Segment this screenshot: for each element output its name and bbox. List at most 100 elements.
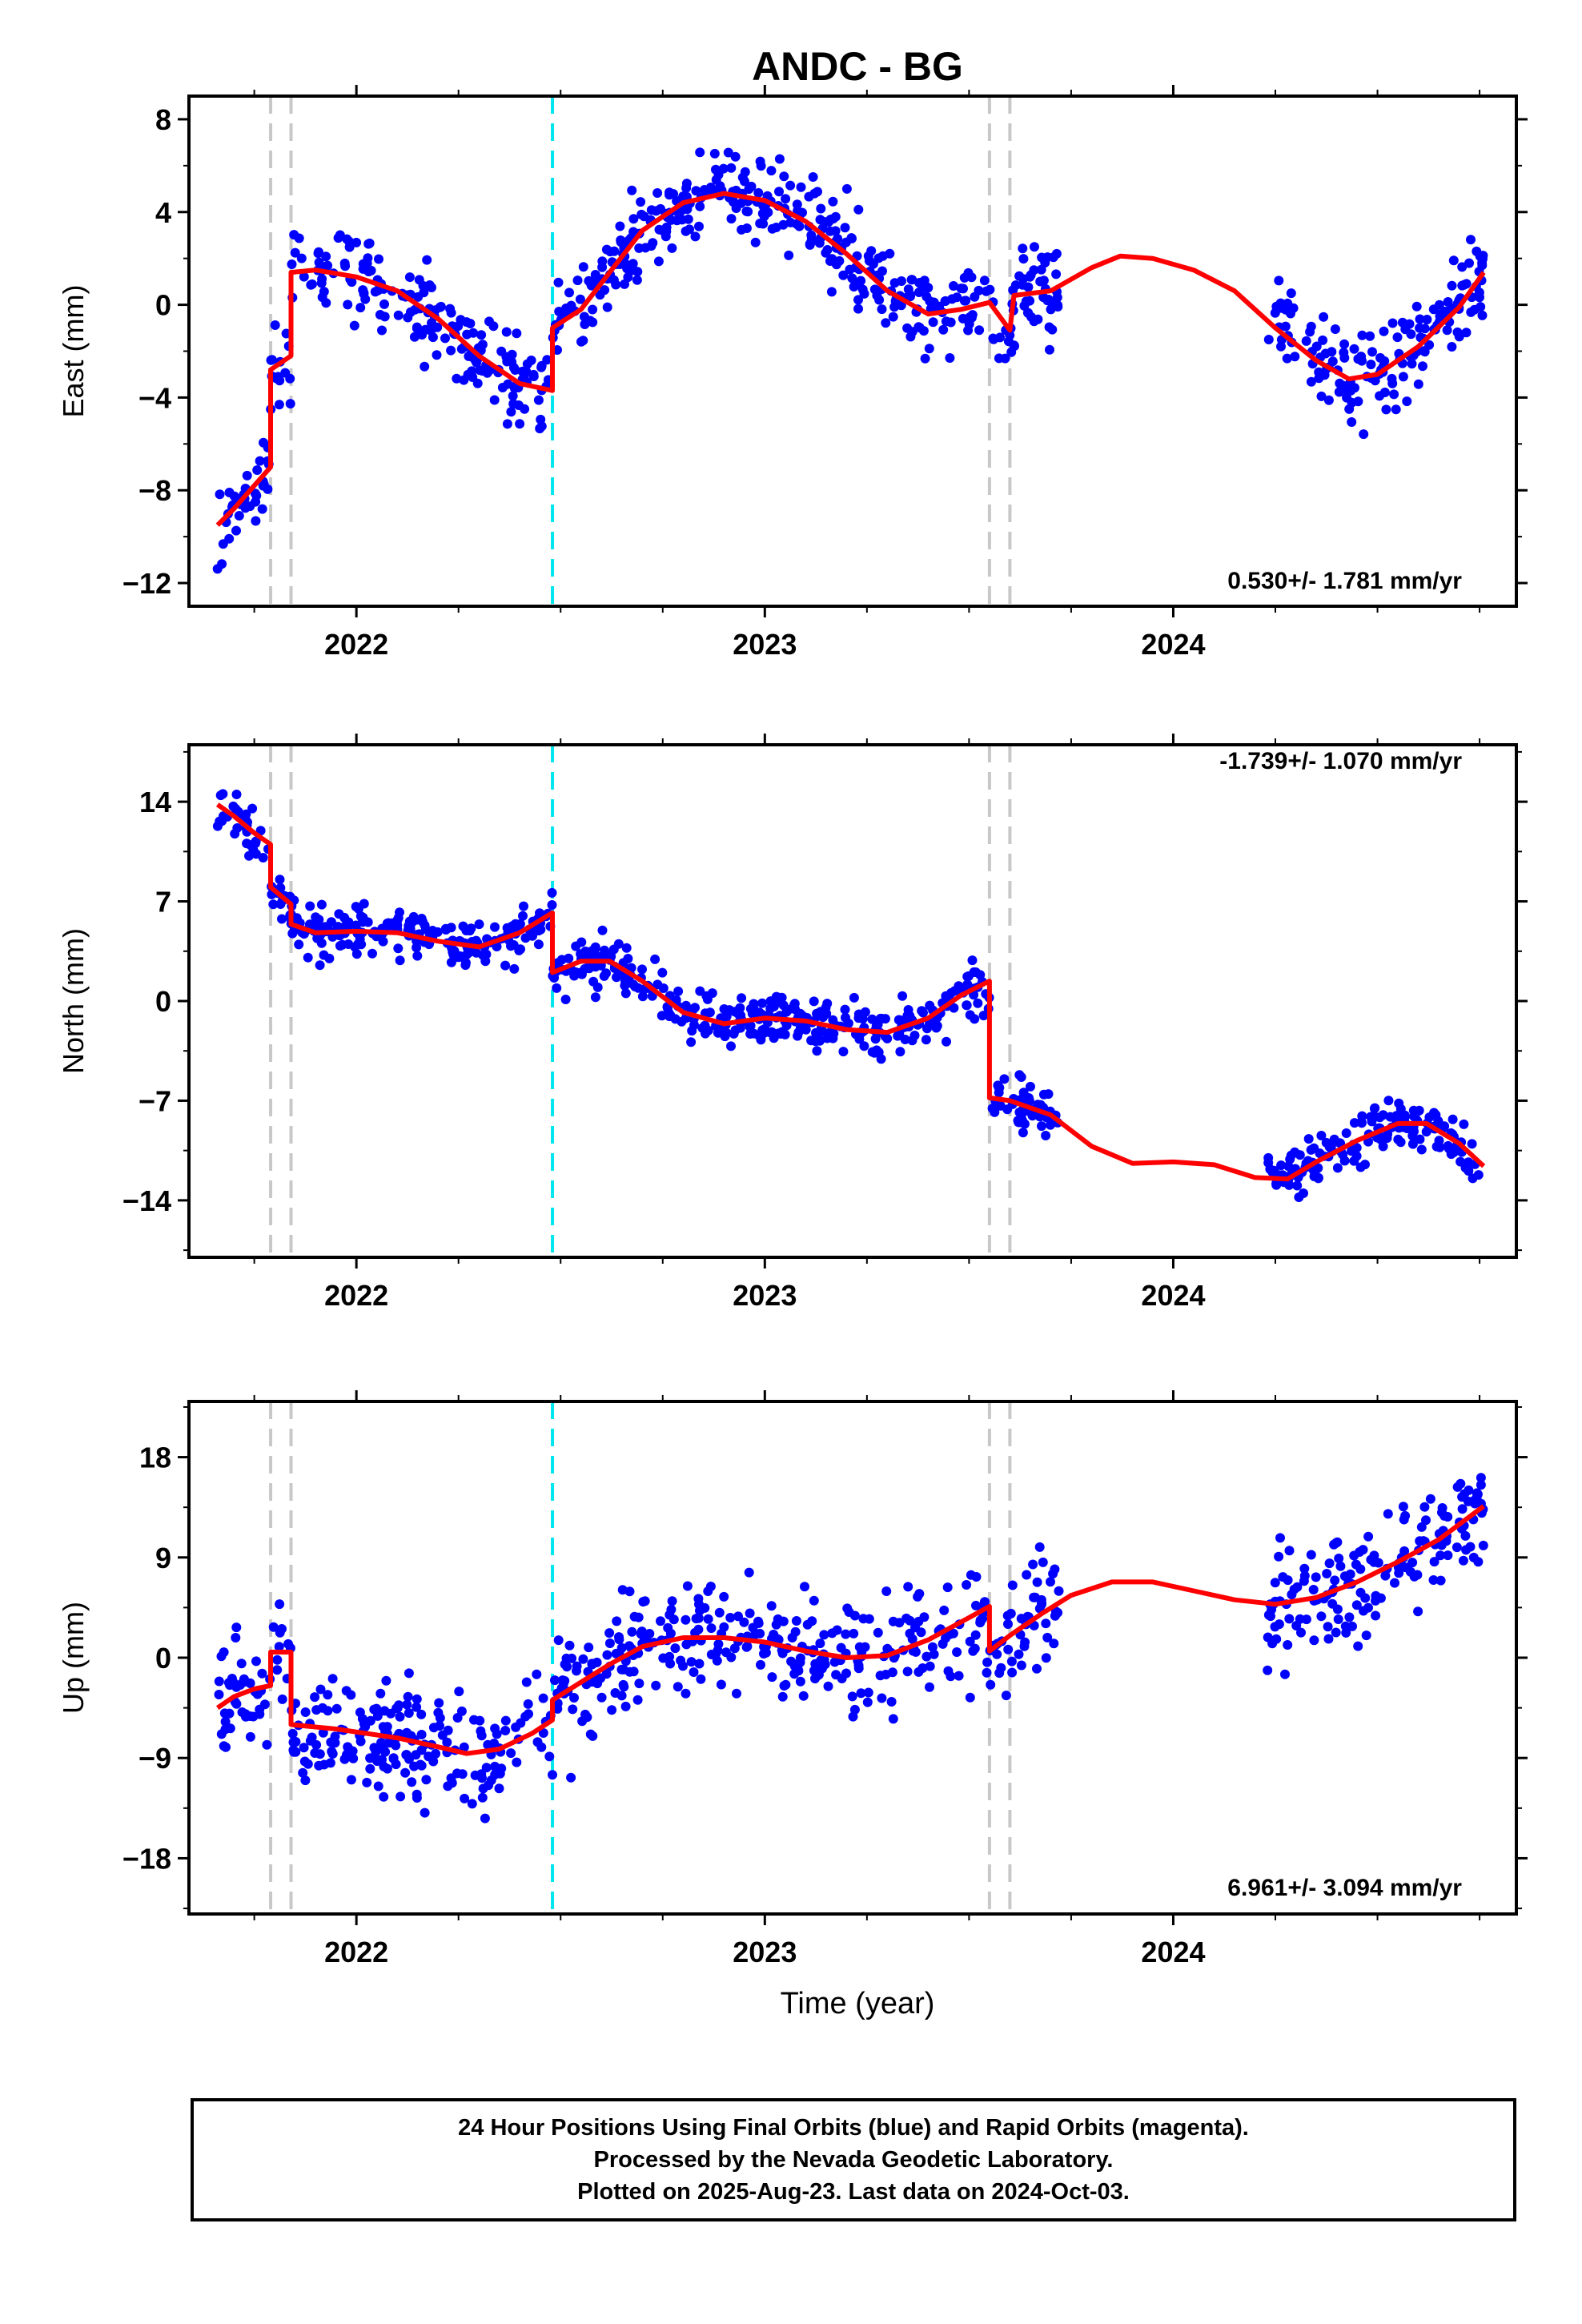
- data-point: [980, 1597, 990, 1607]
- data-point: [959, 296, 970, 306]
- data-point: [1007, 1667, 1018, 1678]
- data-point: [402, 1699, 412, 1710]
- data-point: [572, 1666, 581, 1676]
- data-point: [331, 1703, 342, 1714]
- data-point: [252, 465, 263, 475]
- data-point: [949, 281, 958, 291]
- panel-up: 18 9 0 −9 −18 2022 2023 2024 Up (mm) 6.961+/- 3.0…: [57, 1390, 1528, 1968]
- data-point: [287, 259, 297, 269]
- data-point: [1330, 1575, 1340, 1586]
- data-point: [1437, 1503, 1447, 1513]
- data-point: [1342, 392, 1352, 403]
- x-tick-label: 2024: [1141, 628, 1205, 661]
- data-point: [319, 950, 329, 960]
- data-point: [1449, 1147, 1459, 1157]
- data-point: [228, 801, 239, 811]
- data-point: [224, 533, 235, 544]
- data-point: [277, 1624, 287, 1634]
- data-point: [829, 1657, 840, 1667]
- data-point: [468, 372, 478, 382]
- data-point: [1341, 1128, 1351, 1138]
- data-point: [990, 1107, 1000, 1117]
- data-point: [241, 1711, 251, 1722]
- data-point: [230, 829, 240, 839]
- data-point: [395, 907, 404, 918]
- data-point: [1029, 1592, 1039, 1602]
- data-point: [602, 1650, 612, 1660]
- data-point: [416, 1745, 427, 1755]
- data-point: [564, 287, 574, 298]
- data-point: [587, 1659, 597, 1669]
- data-point: [853, 1663, 864, 1674]
- data-point: [755, 156, 765, 167]
- data-point: [628, 214, 639, 224]
- data-point: [403, 1691, 413, 1702]
- data-point: [723, 147, 733, 158]
- data-point: [1414, 1105, 1424, 1116]
- data-point: [277, 1694, 287, 1704]
- data-point: [229, 491, 239, 501]
- data-point: [547, 887, 557, 898]
- data-point: [620, 258, 630, 268]
- data-point: [667, 243, 677, 253]
- data-point: [656, 1616, 665, 1626]
- data-point: [623, 954, 633, 963]
- data-point: [941, 296, 950, 306]
- data-point: [1465, 1542, 1476, 1552]
- data-point: [836, 1642, 846, 1653]
- data-point: [363, 253, 373, 263]
- data-point: [948, 1628, 958, 1638]
- data-point: [766, 1601, 777, 1611]
- data-point: [412, 322, 422, 332]
- data-point: [251, 836, 261, 846]
- data-point: [881, 318, 891, 328]
- data-point: [1458, 1555, 1468, 1566]
- data-point: [231, 1633, 241, 1642]
- data-point: [1473, 1557, 1484, 1567]
- data-point: [805, 239, 815, 250]
- data-point: [1029, 265, 1039, 275]
- data-point: [958, 283, 968, 294]
- data-point: [749, 1003, 759, 1014]
- data-point: [945, 353, 955, 363]
- data-point: [519, 901, 528, 911]
- data-point: [481, 1763, 492, 1773]
- data-point: [665, 190, 674, 200]
- data-point: [624, 1667, 635, 1677]
- y-axis-label: Up (mm): [57, 1602, 90, 1714]
- data-point: [905, 1615, 915, 1626]
- data-point: [696, 1674, 706, 1684]
- data-point: [781, 194, 791, 204]
- data-point: [1353, 1641, 1363, 1651]
- data-point: [480, 956, 491, 967]
- data-point: [600, 949, 611, 959]
- data-point: [601, 244, 612, 255]
- data-point: [989, 334, 999, 344]
- data-point: [413, 292, 424, 302]
- data-point: [887, 1667, 897, 1678]
- data-point: [584, 1642, 594, 1653]
- data-point: [422, 255, 432, 265]
- data-point: [1395, 1137, 1406, 1148]
- data-point: [492, 942, 502, 951]
- data-point: [689, 1667, 699, 1677]
- data-point: [778, 219, 789, 230]
- data-point: [637, 991, 648, 1002]
- x-tick-label: 2023: [733, 628, 797, 661]
- data-point: [578, 262, 588, 272]
- data-point: [658, 983, 669, 993]
- data-point: [862, 1697, 873, 1707]
- data-point: [886, 1697, 897, 1707]
- data-point: [1018, 243, 1028, 254]
- data-point: [749, 1028, 759, 1039]
- data-point: [1424, 1112, 1435, 1123]
- data-point: [494, 1783, 504, 1794]
- data-point: [691, 186, 701, 196]
- data-point: [869, 284, 880, 295]
- data-point: [316, 278, 327, 288]
- data-point: [262, 1739, 272, 1750]
- data-point: [242, 470, 252, 480]
- data-point: [806, 230, 817, 240]
- data-point: [650, 954, 661, 964]
- data-point: [877, 304, 887, 315]
